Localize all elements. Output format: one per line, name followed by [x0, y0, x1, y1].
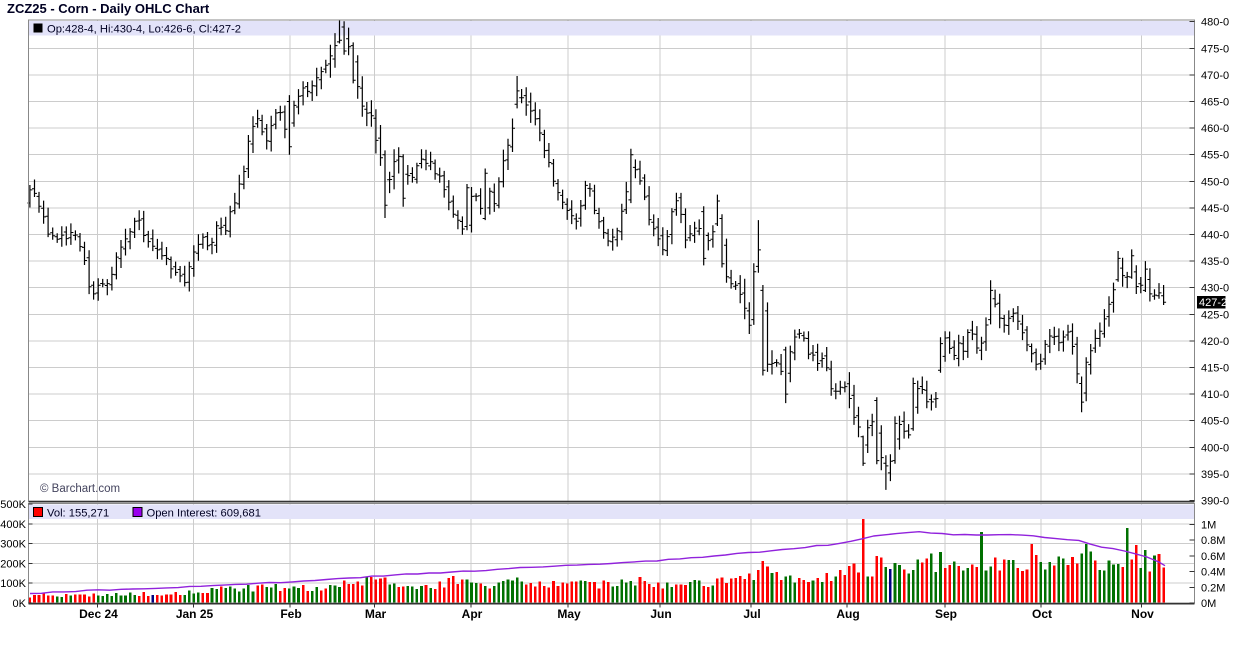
svg-text:405-0: 405-0 [1201, 416, 1229, 428]
svg-text:465-0: 465-0 [1201, 97, 1229, 109]
svg-text:Jul: Jul [743, 607, 760, 621]
svg-text:Open Interest: 609,681: Open Interest: 609,681 [147, 508, 261, 520]
svg-text:1M: 1M [1201, 519, 1216, 531]
svg-text:480-0: 480-0 [1201, 17, 1229, 29]
svg-text:100K: 100K [0, 578, 26, 590]
svg-text:445-0: 445-0 [1201, 203, 1229, 215]
svg-text:Feb: Feb [280, 607, 301, 621]
svg-text:Sep: Sep [935, 607, 957, 621]
svg-text:455-0: 455-0 [1201, 150, 1229, 162]
svg-text:300K: 300K [0, 539, 26, 551]
svg-text:Nov: Nov [1131, 607, 1154, 621]
svg-text:400K: 400K [0, 519, 26, 531]
svg-text:395-0: 395-0 [1201, 469, 1229, 481]
svg-text:Oct: Oct [1032, 607, 1052, 621]
svg-text:0K: 0K [13, 598, 27, 610]
svg-text:200K: 200K [0, 558, 26, 570]
svg-text:410-0: 410-0 [1201, 389, 1229, 401]
svg-text:430-0: 430-0 [1201, 283, 1229, 295]
svg-text:ZCZ25 - Corn - Daily OHLC Char: ZCZ25 - Corn - Daily OHLC Chart [7, 1, 210, 16]
svg-text:425-0: 425-0 [1201, 309, 1229, 321]
svg-text:450-0: 450-0 [1201, 176, 1229, 188]
svg-text:427-2: 427-2 [1199, 297, 1227, 309]
svg-text:Dec 24: Dec 24 [79, 607, 118, 621]
svg-text:Op:428-4, Hi:430-4, Lo:426-6,: Op:428-4, Hi:430-4, Lo:426-6, Cl:427-2 [47, 24, 241, 36]
svg-text:470-0: 470-0 [1201, 70, 1229, 82]
svg-text:475-0: 475-0 [1201, 43, 1229, 55]
svg-text:415-0: 415-0 [1201, 363, 1229, 375]
svg-text:0.6M: 0.6M [1201, 551, 1225, 563]
svg-text:400-0: 400-0 [1201, 442, 1229, 454]
svg-text:460-0: 460-0 [1201, 123, 1229, 135]
svg-text:May: May [557, 607, 581, 621]
svg-text:Apr: Apr [462, 607, 483, 621]
svg-text:0.8M: 0.8M [1201, 535, 1225, 547]
svg-text:435-0: 435-0 [1201, 256, 1229, 268]
svg-text:0.4M: 0.4M [1201, 567, 1225, 579]
svg-text:Vol: 155,271: Vol: 155,271 [47, 508, 109, 520]
svg-text:0M: 0M [1201, 598, 1216, 610]
svg-text:500K: 500K [0, 499, 26, 511]
svg-text:440-0: 440-0 [1201, 230, 1229, 242]
svg-text:© Barchart.com: © Barchart.com [40, 483, 120, 495]
svg-text:390-0: 390-0 [1201, 496, 1229, 508]
svg-text:0.2M: 0.2M [1201, 582, 1225, 594]
svg-text:Mar: Mar [365, 607, 387, 621]
svg-text:Aug: Aug [836, 607, 859, 621]
svg-text:Jan 25: Jan 25 [176, 607, 214, 621]
svg-text:Jun: Jun [650, 607, 671, 621]
svg-text:420-0: 420-0 [1201, 336, 1229, 348]
